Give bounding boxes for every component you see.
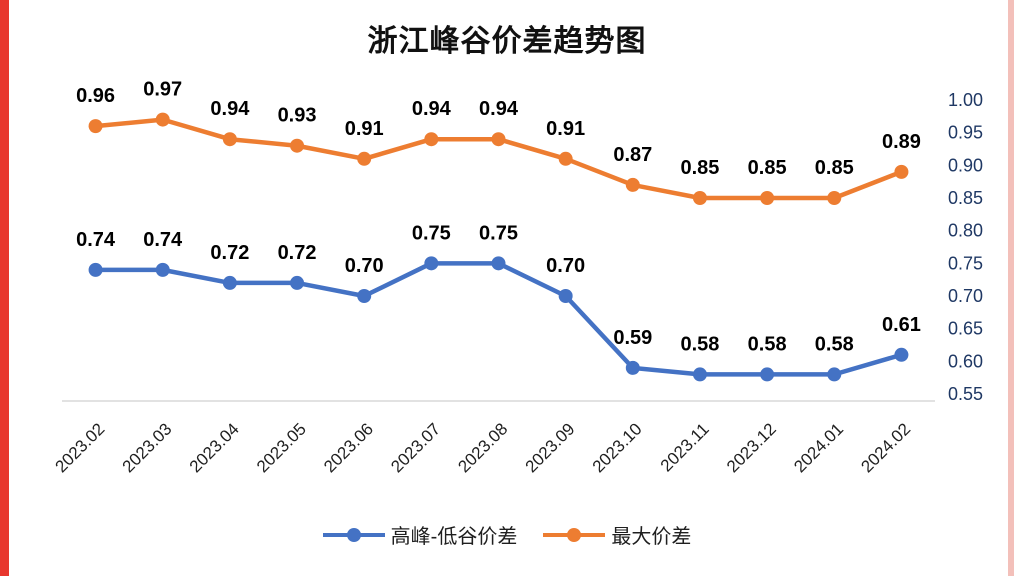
data-label: 0.91 [546,118,585,140]
data-point-marker [155,262,170,277]
data-label: 0.89 [882,131,921,153]
data-label: 0.97 [143,79,182,101]
y-tick-label: 0.85 [948,188,983,208]
trend-chart: 1.00 0.95 0.90 0.85 0.80 0.75 0.70 0.65 0.60 0.55… [52,79,984,477]
x-tick-label: 2024.02 [857,419,914,476]
data-label: 0.74 [143,229,183,251]
y-tick-label: 0.80 [948,221,983,241]
y-tick-label: 1.00 [948,90,983,110]
left-edge-strip [0,0,9,576]
data-point-marker [827,191,842,205]
data-point-marker [894,164,909,179]
legend-item-max-diff: 最大价差 [543,520,691,549]
series-max-diff: 0.96 0.97 0.94 0.93 0.91 0.94 0.94 0.91 0.87 0.85… [76,79,921,205]
y-tick-label: 0.75 [948,253,983,273]
data-label: 0.72 [278,242,317,264]
y-tick-label: 0.60 [948,351,983,371]
data-point-marker [290,138,305,153]
x-tick-label: 2023.06 [320,419,377,476]
data-label: 0.74 [76,229,116,251]
data-label: 0.58 [748,333,787,355]
data-label: 0.94 [210,98,250,120]
data-label: 0.75 [412,222,451,244]
data-point-marker [222,132,237,147]
x-axis-labels: 2023.02 2023.03 2023.04 2023.05 2023.06 2023.… [52,419,915,476]
data-point-marker [558,151,573,166]
data-point-marker [88,262,103,277]
legend-label: 最大价差 [611,526,692,548]
data-label: 0.94 [412,98,452,120]
data-point-marker [625,360,640,375]
data-point-marker [558,289,573,303]
data-label: 0.58 [815,333,854,355]
data-point-marker [692,191,707,205]
x-tick-label: 2023.10 [589,419,646,476]
y-tick-label: 0.65 [948,319,983,339]
x-tick-label: 2024.01 [790,419,847,476]
data-label: 0.72 [210,242,249,264]
data-label: 0.94 [479,98,519,120]
chart-legend: 高峰-低谷价差 最大价差 [0,520,1014,549]
data-label: 0.61 [882,314,921,336]
x-tick-label: 2023.08 [454,419,511,476]
data-point-marker [357,289,372,303]
chart-title: 浙江峰谷价差趋势图 [367,25,647,58]
data-label: 0.70 [546,255,585,277]
data-point-marker [625,177,640,192]
data-point-marker [290,275,305,290]
y-axis-labels: 1.00 0.95 0.90 0.85 0.80 0.75 0.70 0.65 0.60 0.55 [948,90,983,404]
data-label: 0.93 [278,105,317,127]
data-point-marker [424,256,439,271]
x-tick-label: 2023.11 [657,419,713,475]
data-label: 0.87 [613,144,652,166]
data-point-marker [222,275,237,290]
data-label: 0.75 [479,222,518,244]
series-line [93,261,904,377]
legend-marker-icon [543,527,606,542]
y-tick-label: 0.55 [948,384,983,404]
data-label: 0.85 [815,157,854,179]
data-point-marker [424,132,439,147]
x-tick-label: 2023.07 [387,419,444,476]
data-label: 0.85 [680,157,719,179]
data-point-marker [827,367,842,382]
x-tick-label: 2023.03 [119,419,176,476]
data-label: 0.91 [345,118,384,140]
data-label: 0.59 [613,327,652,349]
data-point-marker [491,256,506,271]
series-peak-valley-diff: 0.74 0.74 0.72 0.72 0.70 0.75 0.75 0.70 0.59 0.58… [76,222,921,382]
data-point-marker [760,191,775,205]
data-label: 0.70 [345,255,384,277]
data-point-marker [760,367,775,382]
data-label: 0.96 [76,85,115,107]
x-tick-label: 2023.05 [253,419,310,476]
x-tick-label: 2023.04 [186,419,243,476]
data-point-marker [491,132,506,147]
y-tick-label: 0.70 [948,286,983,306]
y-tick-label: 0.90 [948,155,983,175]
data-label: 0.58 [680,333,719,355]
legend-label: 高峰-低谷价差 [390,526,518,548]
y-tick-label: 0.95 [948,123,983,143]
data-point-marker [894,347,909,362]
x-tick-label: 2023.12 [723,419,780,476]
data-point-marker [357,151,372,166]
right-edge-strip [1008,0,1014,576]
legend-marker-icon [322,527,385,542]
data-point-marker [88,119,103,134]
data-point-marker [692,367,707,382]
x-tick-label: 2023.02 [52,419,109,476]
x-tick-label: 2023.09 [522,419,579,476]
data-label: 0.85 [748,157,787,179]
legend-item-peak-valley-diff: 高峰-低谷价差 [322,520,518,549]
data-point-marker [155,112,170,127]
